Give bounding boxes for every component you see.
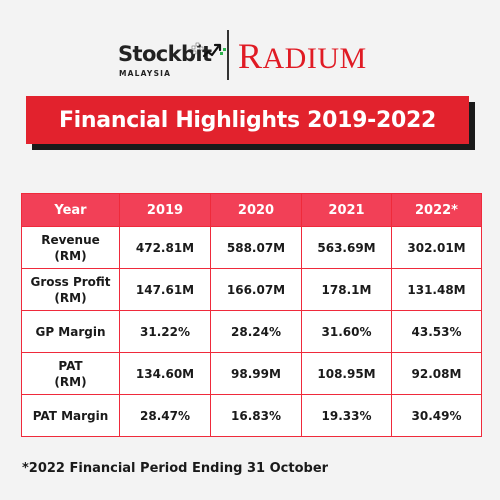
row-label-line1: Gross Profit [30,274,111,289]
table-cell: 28.47% [119,394,211,437]
radium-logo-rest: ADIUM [262,42,367,75]
row-label: Gross Profit (RM) [21,268,120,311]
table-row: Revenue (RM) 472.81M 588.07M 563.69M 302.… [21,226,482,269]
row-label-line2: (RM) [54,290,87,305]
footnote: *2022 Financial Period Ending 31 October [22,461,329,476]
row-label-line1: GP Margin [35,324,106,339]
row-label: PAT Margin [21,394,120,437]
table-cell: 563.69M [301,226,392,269]
row-label-line2: (RM) [54,248,87,263]
table-cell: 30.49% [391,394,482,437]
table-cell: 131.48M [391,268,482,311]
table-cell: 43.53% [391,310,482,353]
table-row: Gross Profit (RM) 147.61M 166.07M 178.1M … [21,268,482,311]
table-cell: 134.60M [119,352,211,395]
table-cell: 166.07M [210,268,302,311]
table-cell: 92.08M [391,352,482,395]
table-cell: 147.61M [119,268,211,311]
row-label: GP Margin [21,310,120,353]
table-cell: 16.83% [210,394,302,437]
column-header: 2019 [119,193,211,227]
row-label-line1: PAT [58,358,83,373]
logo-divider [227,30,229,80]
stockbit-logo-sub: MALAYSIA [119,69,172,78]
row-label-line1: Revenue [41,232,100,247]
table-cell: 31.22% [119,310,211,353]
table-row: PAT Margin 28.47% 16.83% 19.33% 30.49% [21,394,482,437]
table-cell: 588.07M [210,226,302,269]
table-cell: 28.24% [210,310,302,353]
row-label: PAT (RM) [21,352,120,395]
row-label-line1: PAT Margin [32,408,109,423]
logo-header: Stockbit MALAYSIA RADIUM [0,30,500,86]
table-cell: 472.81M [119,226,211,269]
table-cell: 19.33% [301,394,392,437]
stockbit-logo: Stockbit MALAYSIA [118,42,226,82]
table-row: GP Margin 31.22% 28.24% 31.60% 43.53% [21,310,482,353]
column-header: 2021 [301,193,392,227]
table-row: PAT (RM) 134.60M 98.99M 108.95M 92.08M [21,352,482,395]
radium-logo: RADIUM [238,36,367,76]
row-label-line2: (RM) [54,374,87,389]
table-cell: 178.1M [301,268,392,311]
page-title: Financial Highlights 2019-2022 [58,107,437,133]
column-header: 2022* [391,193,482,227]
title-banner: Financial Highlights 2019-2022 [26,96,469,144]
radium-logo-first-letter: R [238,36,263,76]
table-cell: 98.99M [210,352,302,395]
row-label: Revenue (RM) [21,226,120,269]
table-cell: 31.60% [301,310,392,353]
financial-table-wrap: Year 2019 2020 2021 2022* Revenue (RM) 47… [21,193,482,437]
table-cell: 108.95M [301,352,392,395]
column-header: Year [21,193,120,227]
table-cell: 302.01M [391,226,482,269]
financial-table: Year 2019 2020 2021 2022* Revenue (RM) 47… [21,193,482,437]
column-header: 2020 [210,193,302,227]
stockbit-chart-mark-icon [191,42,226,58]
table-header-row: Year 2019 2020 2021 2022* [21,193,482,227]
